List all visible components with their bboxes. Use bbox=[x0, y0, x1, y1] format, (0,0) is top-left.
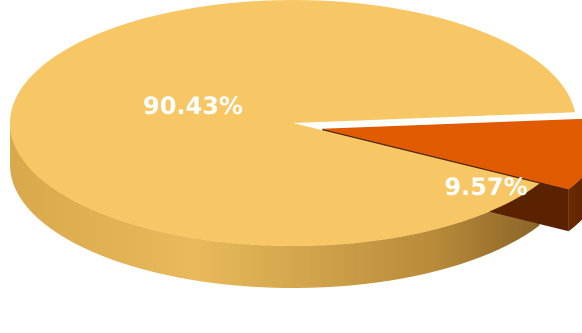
slice-top-0 bbox=[9, 0, 575, 247]
slice-label-1: 9.57% bbox=[444, 173, 527, 201]
pie-labels: 90.43% 9.57% bbox=[143, 92, 528, 201]
slice-side-0-0 bbox=[10, 125, 540, 288]
pie-tops bbox=[9, 0, 582, 247]
slice-side-1-0 bbox=[568, 177, 582, 232]
slice-top-1 bbox=[322, 118, 582, 190]
slice-label-0: 90.43% bbox=[143, 92, 243, 120]
